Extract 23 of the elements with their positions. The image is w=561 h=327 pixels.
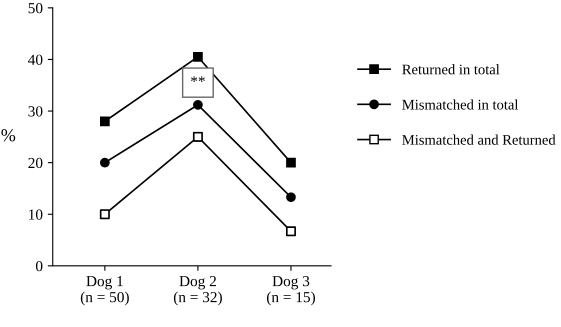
point (100, 158, 110, 168)
x-tick-label: Dog 2 (n = 32) (174, 276, 222, 306)
legend-label: Mismatched and Returned (402, 134, 556, 145)
legend-label: Returned in total (402, 64, 500, 74)
y-tick-label: 50 (28, 2, 42, 14)
y-tick-label: 0 (36, 260, 42, 272)
point (286, 192, 296, 202)
y-tick-label: 20 (28, 158, 42, 168)
point (100, 209, 110, 220)
point (192, 132, 203, 142)
point (193, 100, 203, 110)
y-tick-label: 30 (28, 106, 42, 116)
point (100, 116, 110, 126)
annotation: ** (191, 76, 205, 82)
y-tick-label: 10 (29, 209, 42, 220)
x-tick-label: Dog 3 (n = 15) (266, 276, 315, 306)
x-tick-label: Dog 1 (n = 50) (80, 276, 129, 306)
legend-label: Mismatched in total (402, 99, 518, 110)
point (286, 158, 296, 168)
point (193, 52, 203, 62)
y-axis-title: % (1, 129, 16, 142)
point (286, 226, 296, 236)
y-tick-label: 40 (28, 54, 42, 65)
